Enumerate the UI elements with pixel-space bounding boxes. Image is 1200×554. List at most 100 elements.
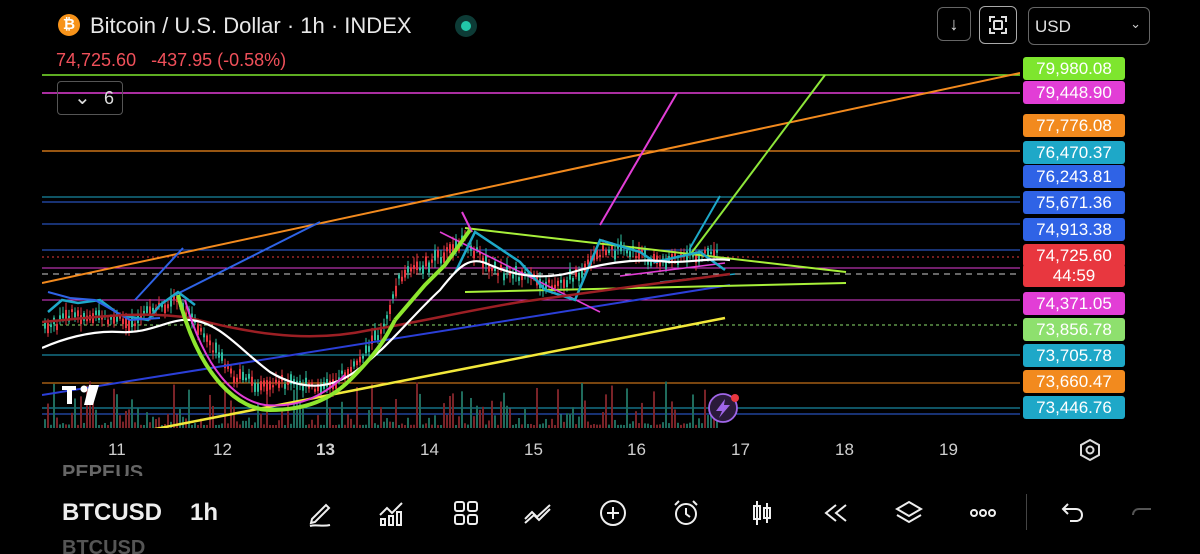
candle-body	[434, 250, 436, 261]
alarm-clock-icon[interactable]	[670, 497, 702, 529]
candle-body	[575, 268, 577, 277]
volume-bar	[413, 424, 415, 428]
volume-bar	[116, 394, 118, 428]
candle-body	[449, 244, 451, 253]
volume-bar	[434, 415, 436, 428]
volume-bar	[77, 424, 79, 428]
candle-body	[260, 381, 262, 391]
candle-body	[716, 249, 718, 253]
volume-bar	[578, 416, 580, 428]
candle-body	[65, 309, 67, 321]
volume-bar	[338, 424, 340, 428]
candle-body	[635, 255, 637, 259]
candle-body	[599, 254, 601, 258]
volume-bar	[698, 418, 700, 428]
bitcoin-icon: ₿	[58, 14, 80, 36]
add-plus-icon[interactable]	[597, 497, 629, 529]
candle-body	[173, 295, 175, 300]
volume-bar	[356, 387, 358, 428]
volume-bar	[506, 405, 508, 428]
candle-body	[221, 352, 223, 361]
candle-body	[506, 264, 508, 271]
volume-bar	[692, 394, 694, 428]
volume-bar	[314, 424, 316, 428]
candle-body	[299, 380, 301, 385]
volume-bar	[374, 423, 376, 428]
volume-bar	[188, 389, 190, 428]
volume-bar	[353, 424, 355, 428]
volume-bar	[410, 424, 412, 428]
volume-bar	[224, 387, 226, 428]
volume-bar	[614, 419, 616, 428]
volume-bar	[278, 420, 280, 428]
volume-bar	[98, 424, 100, 428]
price-change: -437.95 (-0.58%)	[151, 50, 287, 70]
volume-bar	[245, 420, 247, 428]
candle-body	[569, 269, 571, 280]
fullscreen-button[interactable]	[979, 6, 1017, 44]
next-symbol[interactable]: BTCUSD	[62, 537, 146, 554]
previous-symbol[interactable]: PEPEUS	[62, 462, 144, 476]
candle-body	[311, 382, 313, 386]
indicators-toggle[interactable]: ⌄ 6	[57, 81, 123, 115]
candle-body	[350, 366, 352, 372]
undo-icon[interactable]	[1055, 497, 1087, 529]
volume-bar	[557, 389, 559, 428]
candle-body	[581, 270, 583, 278]
volume-bar	[479, 409, 481, 428]
volume-bar	[674, 409, 676, 428]
draw-pencil-icon[interactable]	[304, 497, 336, 529]
settings-icon[interactable]	[1078, 438, 1102, 462]
volume-bar	[593, 424, 595, 428]
volume-bar	[503, 392, 505, 428]
candle-body	[395, 285, 397, 297]
volume-bar	[551, 418, 553, 428]
volume-bar	[518, 417, 520, 428]
more-options-icon[interactable]	[967, 497, 999, 529]
volume-bar	[287, 404, 289, 428]
trend-line	[174, 221, 321, 296]
volume-bar	[248, 417, 250, 428]
replay-rewind-icon[interactable]	[820, 497, 852, 529]
price-label: 73,856.78	[1023, 318, 1125, 341]
volume-bar	[254, 422, 256, 428]
timeframe-button[interactable]: 1h	[190, 499, 219, 526]
volume-bar	[65, 424, 67, 428]
download-button[interactable]: ↓	[937, 7, 971, 41]
volume-bar	[539, 424, 541, 428]
volume-bar	[452, 393, 454, 428]
indicators-icon[interactable]	[376, 497, 408, 529]
volume-bar	[701, 423, 703, 428]
candle-body	[116, 313, 118, 322]
volume-bar	[620, 424, 622, 428]
symbol-title[interactable]: Bitcoin / U.S. Dollar · 1h · INDEX	[90, 13, 412, 38]
volume-bar	[122, 421, 124, 428]
volume-bar	[74, 398, 76, 428]
layouts-grid-icon[interactable]	[450, 497, 482, 529]
volume-bar	[47, 403, 49, 428]
redo-icon[interactable]	[1128, 497, 1160, 529]
currency-select[interactable]: USD ⌄	[1028, 7, 1150, 45]
volume-bar	[572, 407, 574, 428]
volume-bar	[662, 422, 664, 428]
compare-symbols-icon[interactable]	[522, 497, 554, 529]
candle-body	[428, 262, 430, 273]
volume-bar	[449, 395, 451, 428]
symbol-button[interactable]: BTCUSD	[62, 499, 162, 526]
volume-bar	[62, 423, 64, 428]
candle-body	[602, 245, 604, 251]
volume-bar	[665, 381, 667, 428]
candle-body	[512, 274, 514, 279]
candles-chart-type-icon[interactable]	[746, 497, 778, 529]
volume-bar	[392, 421, 394, 428]
layers-icon[interactable]	[893, 497, 925, 529]
candle-body	[626, 250, 628, 254]
volume-bar	[320, 424, 322, 428]
candle-body	[110, 316, 112, 320]
volume-bar	[386, 418, 388, 428]
price-label: 73,705.78	[1023, 344, 1125, 367]
candle-body	[488, 264, 490, 272]
candle-body	[419, 267, 421, 271]
volume-bar	[416, 382, 418, 428]
